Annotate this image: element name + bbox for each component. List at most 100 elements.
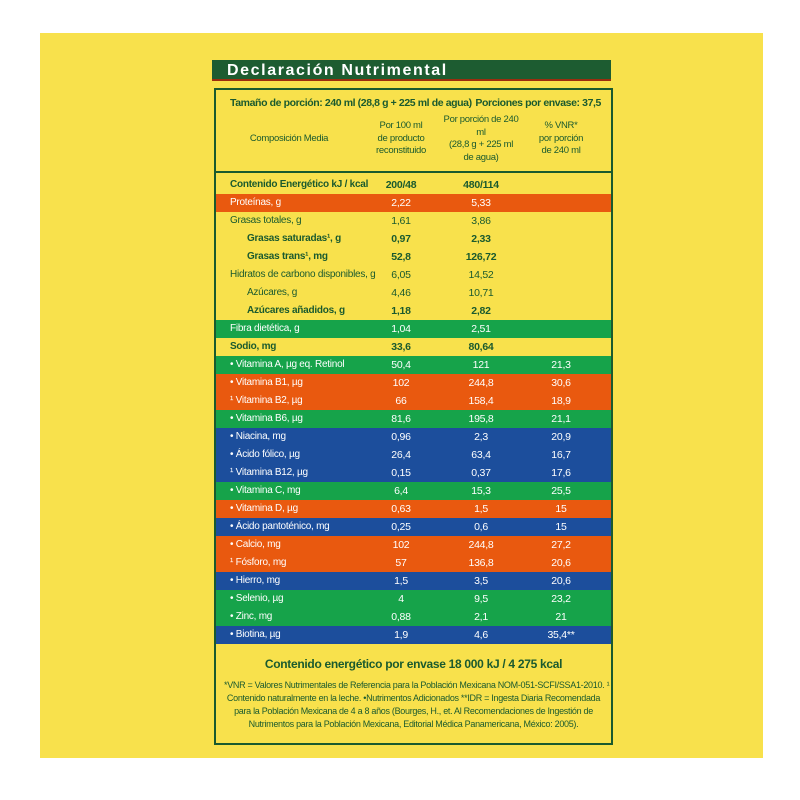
- nutrient-row: Grasas saturadas¹, g 0,97 2,33: [216, 230, 611, 248]
- nutrient-name: • Vitamina B1, µg: [230, 377, 303, 388]
- value-vnr-percent: 30,6: [551, 377, 571, 389]
- nutrient-row: • Vitamina B6, µg 81,6 195,8 21,1: [216, 410, 611, 428]
- nutrient-name: • Hierro, mg: [230, 575, 280, 586]
- value-per-portion: 9,5: [474, 593, 488, 605]
- label-title: Declaración Nutrimental: [227, 62, 448, 79]
- nutrient-row: • Vitamina B1, µg 102 244,8 30,6: [216, 374, 611, 392]
- energy-per-container: Contenido energético por envase 18 000 k…: [264, 657, 563, 671]
- nutrient-row: • Calcio, mg 102 244,8 27,2: [216, 536, 611, 554]
- footnotes: *VNR = Valores Nutrimentales de Referenc…: [216, 677, 611, 743]
- footnote-line: Contenido naturalmente en la leche. •Nut…: [226, 693, 601, 703]
- value-vnr-percent: 21,1: [551, 413, 571, 425]
- value-per-portion: 136,8: [468, 557, 494, 569]
- value-per-100ml: 50,4: [391, 359, 411, 371]
- value-vnr-percent: 20,6: [551, 557, 571, 569]
- value-vnr-percent: [522, 248, 600, 266]
- nutrient-row: Grasas trans¹, mg 52,8 126,72: [216, 248, 611, 266]
- nutrient-name: Contenido Energético kJ / kcal: [230, 179, 369, 190]
- nutrition-table: Tamaño de porción: 240 ml (28,8 g + 225 …: [214, 88, 613, 745]
- value-per-portion: 158,4: [468, 395, 494, 407]
- value-per-100ml: 4,46: [391, 287, 411, 299]
- value-per-portion: 2,82: [471, 305, 491, 317]
- nutrient-row: • Selenio, µg 4 9,5 23,2: [216, 590, 611, 608]
- value-vnr-percent: 17,6: [551, 467, 571, 479]
- value-vnr-percent: 21,3: [551, 359, 571, 371]
- nutrient-name: Azúcares añadidos, g: [247, 305, 345, 316]
- nutrient-row: ¹ Vitamina B12, µg 0,15 0,37 17,6: [216, 464, 611, 482]
- value-per-100ml: 52,8: [391, 251, 411, 263]
- value-per-100ml: 102: [392, 539, 410, 551]
- nutrient-row: Grasas totales, g 1,61 3,86: [216, 212, 611, 230]
- nutrient-row: • Vitamina D, µg 0,63 1,5 15: [216, 500, 611, 518]
- value-vnr-percent: 15: [555, 521, 567, 533]
- nutrient-row: ¹ Fósforo, mg 57 136,8 20,6: [216, 554, 611, 572]
- value-vnr-percent: 21: [555, 611, 567, 623]
- nutrient-name: Grasas saturadas¹, g: [247, 233, 341, 244]
- value-vnr-percent: [522, 266, 600, 284]
- nutrient-name: • Vitamina D, µg: [230, 503, 298, 514]
- value-vnr-percent: [522, 230, 600, 248]
- value-vnr-percent: [522, 302, 600, 320]
- nutrient-row: Proteínas, g 2,22 5,33: [216, 194, 611, 212]
- nutrient-row: Azúcares, g 4,46 10,71: [216, 284, 611, 302]
- value-per-portion: 121: [472, 359, 490, 371]
- value-vnr-percent: 15: [555, 503, 567, 515]
- value-per-100ml: 0,88: [391, 611, 411, 623]
- value-per-100ml: 200/48: [385, 179, 417, 191]
- nutrient-row: Azúcares añadidos, g 1,18 2,82: [216, 302, 611, 320]
- nutrient-name: Fibra dietética, g: [230, 323, 300, 334]
- value-per-portion: 63,4: [471, 449, 491, 461]
- value-per-portion: 126,72: [465, 251, 497, 263]
- value-per-portion: 3,86: [471, 215, 491, 227]
- value-per-100ml: 102: [392, 377, 410, 389]
- nutrient-name: ¹ Fósforo, mg: [230, 557, 287, 568]
- value-per-portion: 2,1: [474, 611, 488, 623]
- value-vnr-percent: [522, 320, 600, 338]
- value-per-portion: 4,6: [474, 629, 488, 641]
- value-per-portion: 0,6: [474, 521, 488, 533]
- value-per-portion: 10,71: [468, 287, 494, 299]
- value-per-100ml: 0,15: [391, 467, 411, 479]
- value-per-100ml: 1,18: [391, 305, 411, 317]
- value-vnr-percent: 18,9: [551, 395, 571, 407]
- table-body: Contenido Energético kJ / kcal 200/48 480/…: [216, 173, 611, 644]
- value-per-portion: 2,51: [471, 323, 491, 335]
- nutrient-row: • Niacina, mg 0,96 2,3 20,9: [216, 428, 611, 446]
- value-per-100ml: 1,04: [391, 323, 411, 335]
- serving-info-row: Tamaño de porción: 240 ml (28,8 g + 225 …: [216, 90, 611, 110]
- value-vnr-percent: 25,5: [551, 485, 571, 497]
- footnote-line: *VNR = Valores Nutrimentales de Referenc…: [224, 680, 610, 690]
- nutrient-name: • Niacina, mg: [230, 431, 286, 442]
- value-per-100ml: 33,6: [391, 341, 411, 353]
- nutrient-row: • Vitamina A, µg eq. Retinol 50,4 121 21,3: [216, 356, 611, 374]
- nutrient-name: • Ácido pantoténico, mg: [230, 521, 330, 532]
- nutrient-name: Grasas totales, g: [230, 215, 302, 226]
- nutrient-name: • Selenio, µg: [230, 593, 284, 604]
- value-per-100ml: 1,61: [391, 215, 411, 227]
- value-vnr-percent: 23,2: [551, 593, 571, 605]
- nutrient-name: • Vitamina C, mg: [230, 485, 301, 496]
- nutrient-name: • Vitamina B6, µg: [230, 413, 303, 424]
- value-vnr-percent: [522, 212, 600, 230]
- nutrient-name: Sodio, mg: [230, 341, 277, 352]
- value-per-portion: 2,3: [474, 431, 488, 443]
- value-per-100ml: 4: [398, 593, 404, 605]
- nutrient-name: Hidratos de carbono disponibles, g: [230, 269, 376, 280]
- value-vnr-percent: [522, 176, 600, 194]
- value-per-100ml: 57: [395, 557, 407, 569]
- value-per-portion: 14,52: [468, 269, 494, 281]
- value-per-portion: 244,8: [468, 377, 494, 389]
- value-per-portion: 1,5: [474, 503, 488, 515]
- value-per-100ml: 0,63: [391, 503, 411, 515]
- value-per-100ml: 0,96: [391, 431, 411, 443]
- value-vnr-percent: 16,7: [551, 449, 571, 461]
- header-divider: [216, 171, 611, 173]
- value-per-portion: 195,8: [468, 413, 494, 425]
- nutrient-row: • Hierro, mg 1,5 3,5 20,6: [216, 572, 611, 590]
- nutrient-row: Sodio, mg 33,6 80,64: [216, 338, 611, 356]
- nutrient-name: Grasas trans¹, mg: [247, 251, 328, 262]
- nutrient-row: Fibra dietética, g 1,04 2,51: [216, 320, 611, 338]
- nutrient-row: • Ácido fólico, µg 26,4 63,4 16,7: [216, 446, 611, 464]
- value-per-portion: 80,64: [468, 341, 494, 353]
- value-per-100ml: 1,5: [394, 575, 408, 587]
